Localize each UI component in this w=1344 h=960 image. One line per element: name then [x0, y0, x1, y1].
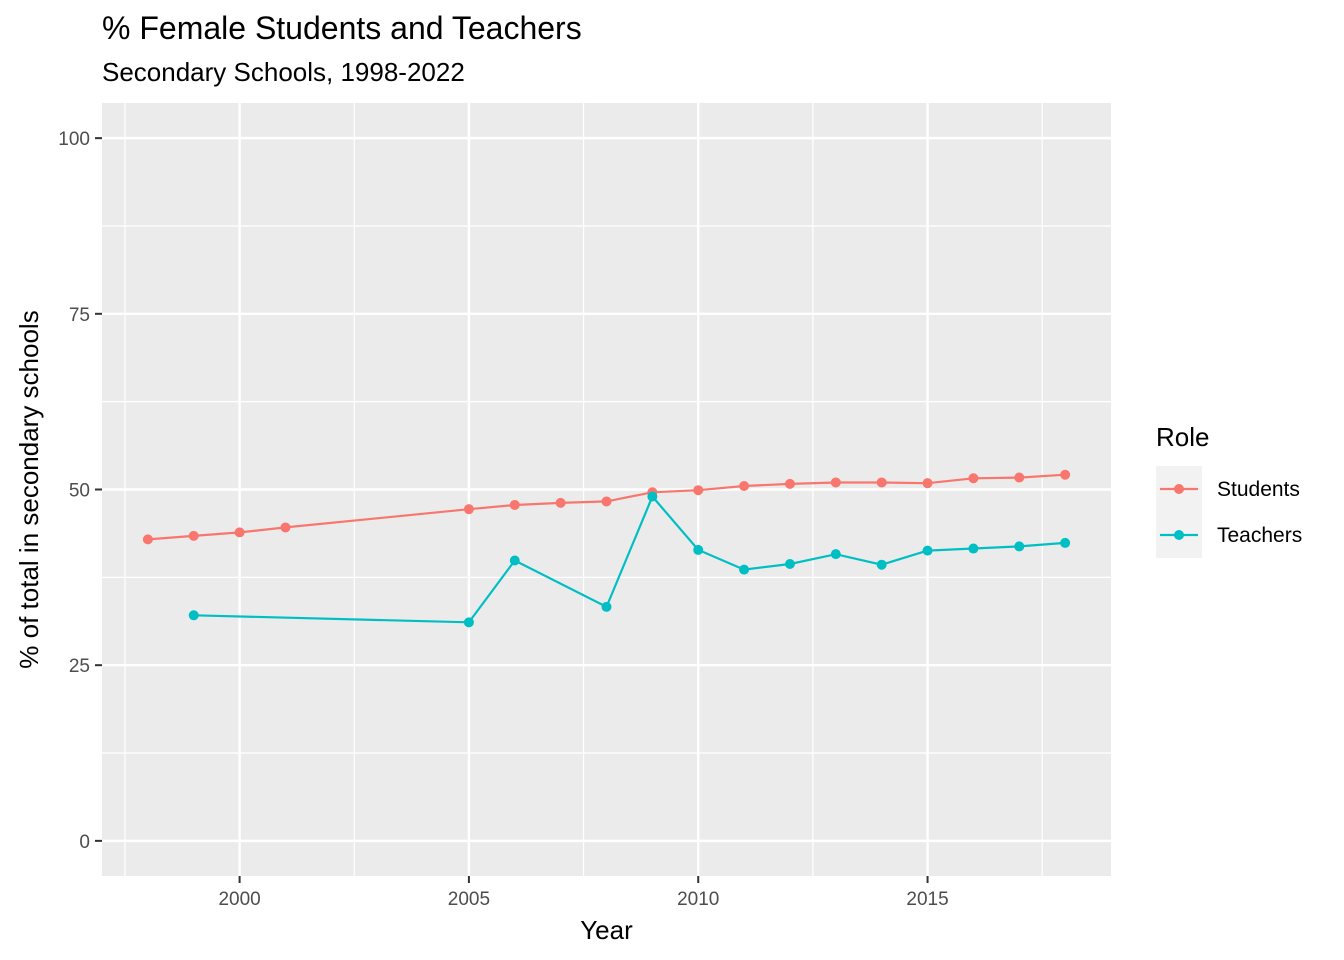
legend-key-point: [1174, 484, 1184, 494]
chart-title: % Female Students and Teachers: [102, 10, 582, 46]
x-tick-label: 2000: [218, 889, 260, 910]
data-point: [693, 544, 704, 555]
data-point: [876, 559, 887, 570]
y-tick-label: 50: [69, 481, 90, 502]
data-point: [142, 534, 153, 545]
data-point: [1060, 537, 1071, 548]
data-point: [830, 549, 841, 560]
data-point: [188, 610, 199, 621]
y-tick-label: 75: [69, 305, 90, 326]
data-point: [463, 504, 474, 515]
legend-item-students: Students: [1160, 478, 1300, 501]
data-point: [188, 530, 199, 541]
series-line: [147, 473, 1066, 541]
data-point: [830, 477, 841, 488]
chart-subtitle: Secondary Schools, 1998-2022: [102, 57, 465, 87]
data-point: [1060, 469, 1071, 480]
legend-label: Students: [1217, 478, 1300, 501]
y-tick-label: 100: [58, 129, 90, 150]
data-point: [968, 543, 979, 554]
y-tick-label: 0: [79, 832, 90, 853]
data-point: [555, 497, 566, 508]
data-point: [784, 558, 795, 569]
series-line: [193, 494, 1066, 624]
data-point: [968, 473, 979, 484]
legend-key-point: [1174, 530, 1184, 540]
data-point: [876, 477, 887, 488]
data-point: [463, 617, 474, 628]
series-students: [142, 469, 1071, 545]
x-axis-title: Year: [580, 915, 633, 945]
data-point: [509, 555, 520, 566]
data-point: [601, 496, 612, 507]
legend-label: Teachers: [1217, 524, 1302, 547]
data-point: [601, 601, 612, 612]
x-tick-label: 2005: [448, 889, 490, 910]
grid-major: [102, 103, 1111, 876]
data-point: [739, 480, 750, 491]
x-tick-label: 2015: [906, 889, 948, 910]
data-point: [234, 527, 245, 538]
data-point: [922, 478, 933, 489]
data-point: [509, 499, 520, 510]
data-point: [1014, 541, 1025, 552]
data-point: [693, 485, 704, 496]
y-axis-title: % of total in secondary schools: [14, 310, 44, 668]
data-point: [647, 491, 658, 502]
data-point: [280, 522, 291, 533]
legend: Role Students Teachers: [1156, 422, 1302, 558]
series-teachers: [188, 491, 1071, 628]
data-point: [784, 478, 795, 489]
legend-key-background: [1156, 466, 1202, 558]
x-tick-label: 2010: [677, 889, 719, 910]
data-point: [739, 564, 750, 575]
data-point: [922, 545, 933, 556]
data-point: [1014, 472, 1025, 483]
legend-title: Role: [1156, 422, 1209, 452]
y-tick-label: 25: [69, 656, 90, 677]
axis-ticks: 2000 2005 2010 2015 0 25 50 75 100: [58, 129, 948, 910]
series-layer: [142, 469, 1071, 628]
legend-item-teachers: Teachers: [1160, 524, 1302, 547]
